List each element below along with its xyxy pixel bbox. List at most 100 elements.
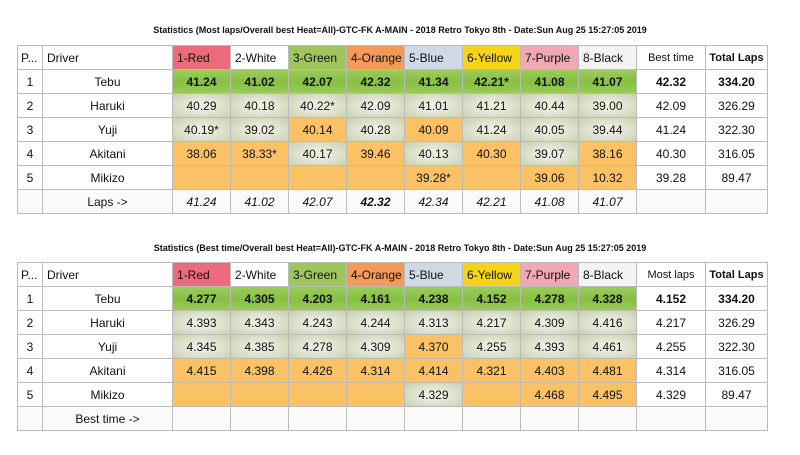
value-cell	[230, 165, 289, 190]
value-cell: 41.24	[462, 117, 521, 142]
value-cell: 4.416	[578, 310, 637, 335]
best-cell: 40.30	[636, 141, 706, 166]
value-cell: 41.02	[230, 69, 289, 94]
column-header: Most laps	[636, 262, 706, 287]
value-cell: 4.203	[288, 286, 347, 311]
value-cell: 40.28	[346, 117, 405, 142]
column-header: 1-Red	[172, 262, 231, 287]
footer-value	[172, 406, 231, 431]
value-cell: 10.32	[578, 165, 637, 190]
value-cell: 4.345	[172, 334, 231, 359]
table-row: 1 Tebu 4.277 4.305 4.203 4.161 4.238 4.152 4.278…	[17, 286, 768, 311]
value-cell: 4.321	[462, 358, 521, 383]
driver-cell: Akitani	[42, 141, 173, 166]
driver-cell: Haruki	[42, 93, 173, 118]
column-header: 4-Orange	[346, 262, 405, 287]
footer-value: 41.07	[578, 189, 637, 214]
total-laps-cell: 334.20	[705, 69, 768, 94]
column-header: 5-Blue	[404, 45, 463, 70]
total-laps-cell: 322.30	[705, 334, 768, 359]
footer-value	[520, 406, 579, 431]
table-row: 4 Akitani 38.06 38.33* 40.17 39.46 40.13 40.30 3…	[17, 141, 768, 166]
value-cell: 4.244	[346, 310, 405, 335]
empty-cell	[17, 406, 43, 431]
value-cell: 42.21*	[462, 69, 521, 94]
value-cell: 4.343	[230, 310, 289, 335]
value-cell: 4.415	[172, 358, 231, 383]
total-laps-cell: 316.05	[705, 358, 768, 383]
column-header: Best time	[636, 45, 706, 70]
value-cell: 41.34	[404, 69, 463, 94]
value-cell: 40.19*	[172, 117, 231, 142]
driver-cell: Yuji	[42, 117, 173, 142]
column-header: P...	[17, 262, 43, 287]
value-cell: 4.414	[404, 358, 463, 383]
best-cell: 42.32	[636, 69, 706, 94]
value-cell: 40.44	[520, 93, 579, 118]
value-cell: 4.152	[462, 286, 521, 311]
column-header: Total Laps	[705, 45, 768, 70]
footer-value	[578, 406, 637, 431]
value-cell: 4.309	[346, 334, 405, 359]
total-laps-cell: 326.29	[705, 310, 768, 335]
footer-value: 41.08	[520, 189, 579, 214]
column-header: Total Laps	[705, 262, 768, 287]
column-header: 3-Green	[288, 262, 347, 287]
table-row: 3 Yuji 4.345 4.385 4.278 4.309 4.370 4.255 4.393…	[17, 334, 768, 359]
footer-value	[230, 406, 289, 431]
best-cell: 41.24	[636, 117, 706, 142]
value-cell: 4.329	[404, 382, 463, 407]
value-cell	[462, 165, 521, 190]
position-cell: 3	[17, 117, 43, 142]
column-header: 6-Yellow	[462, 262, 521, 287]
footer-value: 42.34	[404, 189, 463, 214]
footer-value: 42.07	[288, 189, 347, 214]
value-cell: 41.08	[520, 69, 579, 94]
table-row: 3 Yuji 40.19* 39.02 40.14 40.28 40.09 41.24 40.0…	[17, 117, 768, 142]
driver-cell: Tebu	[42, 286, 173, 311]
column-header: 8-Black	[578, 45, 637, 70]
value-cell: 41.24	[172, 69, 231, 94]
total-laps-cell: 89.47	[705, 382, 768, 407]
position-cell: 3	[17, 334, 43, 359]
value-cell: 4.426	[288, 358, 347, 383]
value-cell: 4.393	[520, 334, 579, 359]
total-laps-cell: 89.47	[705, 165, 768, 190]
value-cell: 4.468	[520, 382, 579, 407]
value-cell: 4.461	[578, 334, 637, 359]
value-cell: 4.398	[230, 358, 289, 383]
value-cell: 40.30	[462, 141, 521, 166]
driver-cell: Akitani	[42, 358, 173, 383]
table-row: 2 Haruki 40.29 40.18 40.22* 42.09 41.01 41.21 40…	[17, 93, 768, 118]
footer-row: Laps -> 41.24 41.02 42.07 42.32 42.34 42.21 41.…	[17, 189, 768, 214]
column-header: 7-Purple	[520, 262, 579, 287]
value-cell	[172, 165, 231, 190]
best-cell: 4.217	[636, 310, 706, 335]
footer-value: 41.24	[172, 189, 231, 214]
table-row: 5 Mikizo 4.329 4.468 4.495 4.329 89.47	[17, 382, 768, 407]
driver-cell: Haruki	[42, 310, 173, 335]
driver-cell: Tebu	[42, 69, 173, 94]
value-cell: 4.277	[172, 286, 231, 311]
footer-value	[346, 406, 405, 431]
value-cell: 39.00	[578, 93, 637, 118]
empty-cell	[636, 189, 706, 214]
footer-value	[288, 406, 347, 431]
best-cell: 4.329	[636, 382, 706, 407]
total-laps-cell: 326.29	[705, 93, 768, 118]
footer-value: 42.21	[462, 189, 521, 214]
position-cell: 4	[17, 358, 43, 383]
driver-cell: Mikizo	[42, 382, 173, 407]
value-cell: 4.314	[346, 358, 405, 383]
value-cell: 38.16	[578, 141, 637, 166]
empty-cell	[636, 406, 706, 431]
empty-cell	[705, 406, 768, 431]
column-header: P...	[17, 45, 43, 70]
value-cell: 40.13	[404, 141, 463, 166]
table-row: 1 Tebu 41.24 41.02 42.07 42.32 41.34 42.21* 41.0…	[17, 69, 768, 94]
driver-cell: Yuji	[42, 334, 173, 359]
value-cell: 40.17	[288, 141, 347, 166]
value-cell: 4.305	[230, 286, 289, 311]
value-cell: 40.05	[520, 117, 579, 142]
value-cell: 40.18	[230, 93, 289, 118]
